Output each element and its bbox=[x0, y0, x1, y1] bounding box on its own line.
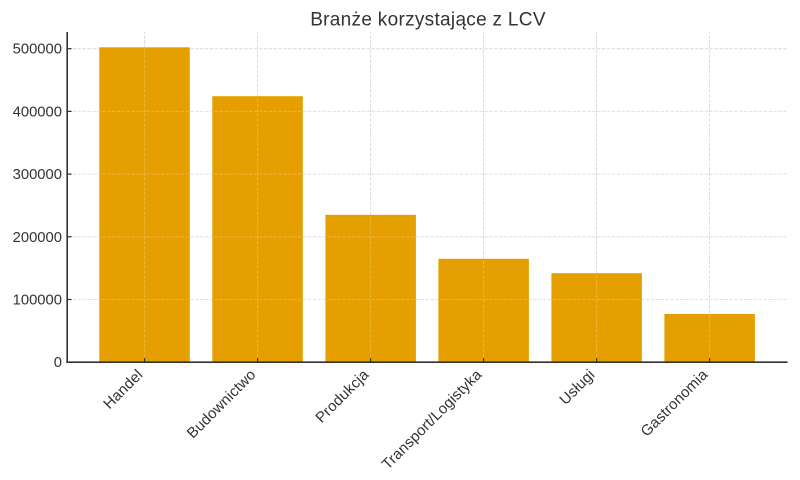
svg-text:200000: 200000 bbox=[13, 230, 62, 246]
svg-text:Branże korzystające z LCV: Branże korzystające z LCV bbox=[310, 10, 546, 31]
svg-text:0: 0 bbox=[54, 355, 62, 371]
svg-text:400000: 400000 bbox=[13, 104, 62, 120]
svg-text:300000: 300000 bbox=[13, 167, 62, 183]
svg-text:100000: 100000 bbox=[13, 293, 62, 309]
svg-text:500000: 500000 bbox=[13, 42, 62, 58]
